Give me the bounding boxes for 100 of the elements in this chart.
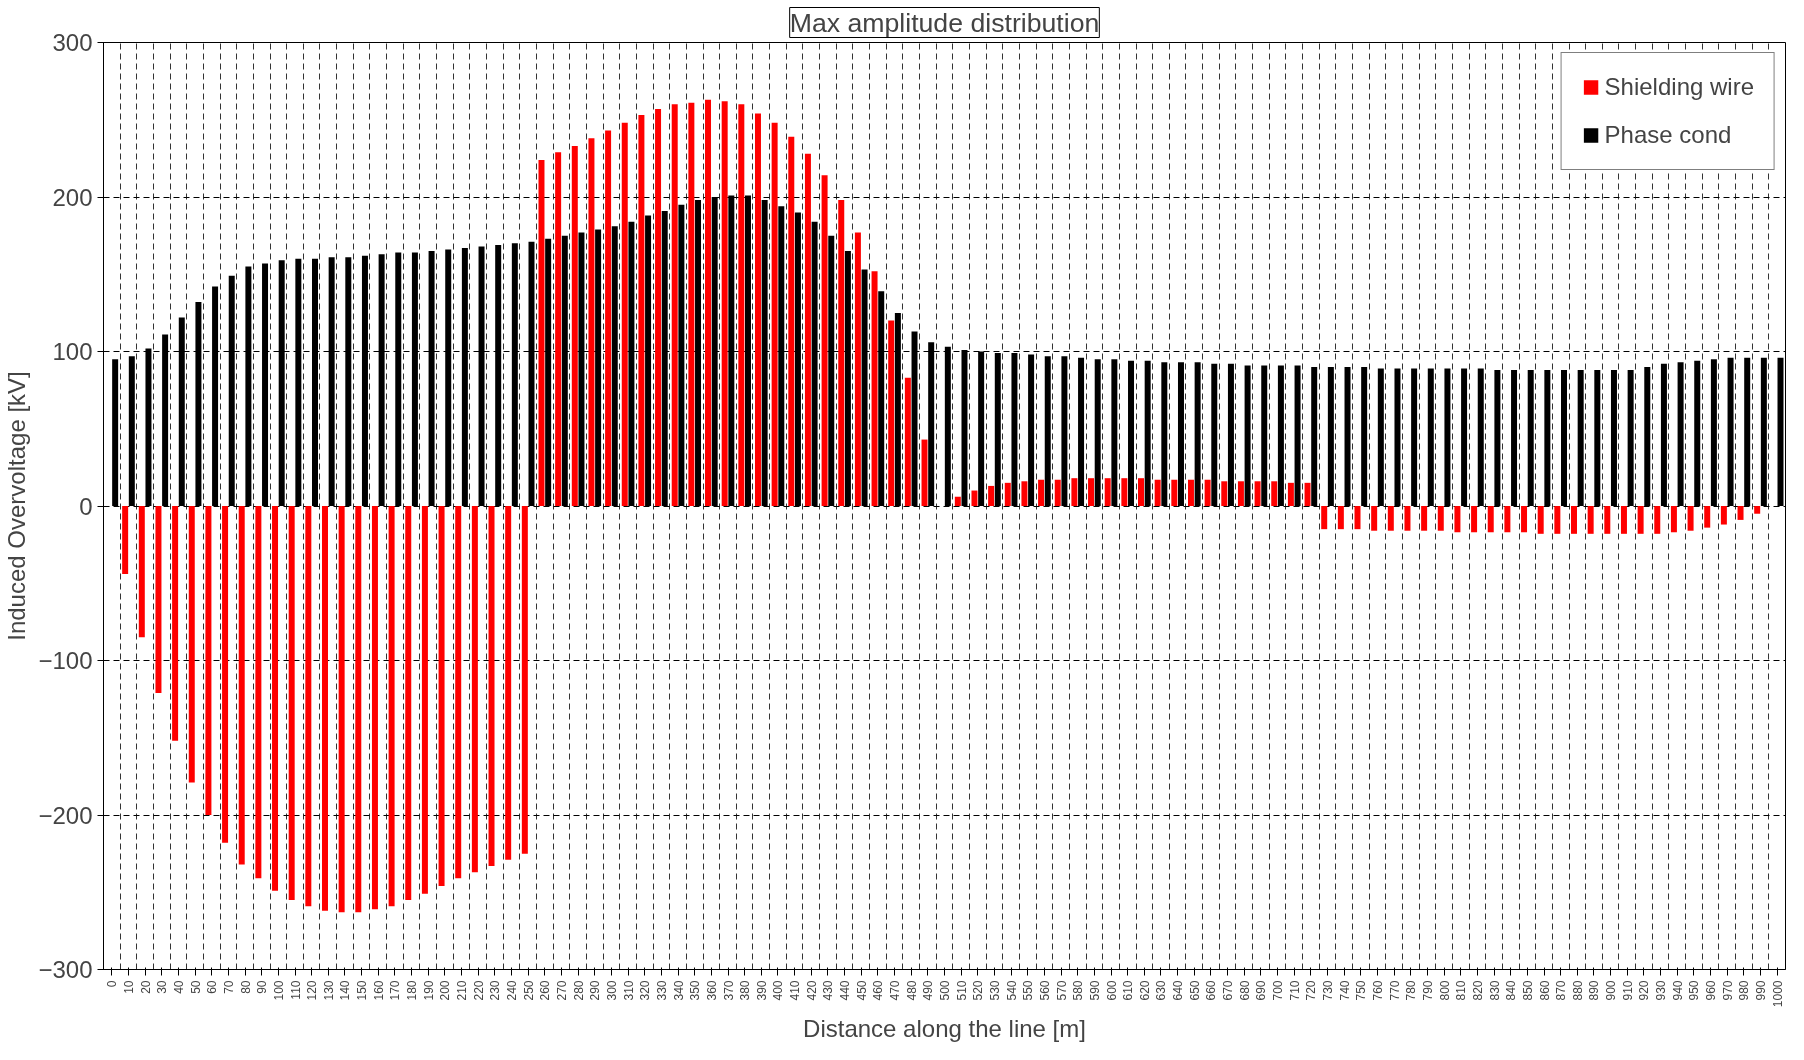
bar — [1038, 479, 1045, 506]
bar — [1021, 481, 1028, 506]
x-tick-label: 970 — [1720, 980, 1735, 1001]
x-tick-label: 90 — [255, 980, 270, 994]
bar — [911, 331, 918, 506]
x-tick-label: 610 — [1121, 980, 1136, 1001]
bar — [1737, 506, 1744, 520]
x-tick-label: 100 — [271, 980, 286, 1001]
bar — [1454, 506, 1461, 533]
bar — [1327, 366, 1334, 506]
x-tick-label: 640 — [1171, 980, 1186, 1001]
bar — [1537, 506, 1544, 534]
x-axis-title: Distance along the line [m] — [803, 1015, 1086, 1043]
x-tick-label: 440 — [838, 980, 853, 1001]
bar — [395, 252, 402, 506]
bar — [1604, 506, 1611, 534]
bar — [295, 258, 302, 506]
x-tick-label: 920 — [1637, 980, 1652, 1001]
x-tick-label: 720 — [1304, 980, 1319, 1001]
bar — [1594, 370, 1601, 506]
bar — [1577, 370, 1584, 506]
bar — [505, 506, 512, 860]
x-tick-label: 130 — [321, 980, 336, 1001]
bar — [1121, 478, 1128, 506]
bar — [1177, 362, 1184, 506]
bar — [255, 506, 262, 879]
bar — [1427, 368, 1434, 506]
bar — [588, 138, 595, 506]
bar — [1204, 479, 1211, 506]
bar — [378, 254, 385, 506]
bar — [894, 312, 901, 506]
x-tick-label: 250 — [521, 980, 536, 1001]
x-tick-label: 390 — [754, 980, 769, 1001]
x-tick-label: 660 — [1204, 980, 1219, 1001]
x-tick-label: 790 — [1420, 980, 1435, 1001]
bar — [1587, 506, 1594, 534]
bar — [545, 238, 552, 506]
bar — [1004, 482, 1011, 506]
bar — [1144, 360, 1151, 506]
bar — [1704, 506, 1711, 528]
x-tick-label: 290 — [588, 980, 603, 1001]
x-tick-label: 370 — [721, 980, 736, 1001]
bar — [272, 506, 279, 891]
bar — [928, 342, 935, 506]
bar — [1421, 506, 1428, 531]
bar — [145, 348, 152, 506]
bar — [1154, 479, 1161, 506]
bar — [978, 351, 985, 506]
bar — [278, 260, 285, 506]
x-tick-label: 330 — [654, 980, 669, 1001]
x-tick-label: 490 — [921, 980, 936, 1001]
x-tick-label: 30 — [155, 980, 170, 994]
x-tick-label: 650 — [1187, 980, 1202, 1001]
x-tick-label: 700 — [1271, 980, 1286, 1001]
x-tick-label: 40 — [171, 980, 186, 994]
legend-label: Phase cond — [1604, 121, 1732, 149]
bar — [1677, 362, 1684, 506]
x-tick-label: 600 — [1104, 980, 1119, 1001]
bar — [355, 506, 362, 913]
bar — [228, 275, 235, 506]
x-tick-label: 840 — [1504, 980, 1519, 1001]
x-tick-label: 890 — [1587, 980, 1602, 1001]
x-tick-label: 340 — [671, 980, 686, 1001]
x-tick-label: 360 — [704, 980, 719, 1001]
bar — [904, 377, 911, 506]
bar — [345, 257, 352, 506]
x-tick-label: 730 — [1321, 980, 1336, 1001]
bar — [811, 221, 818, 506]
bar — [921, 439, 928, 506]
bar — [1321, 506, 1328, 530]
bar — [721, 101, 728, 506]
bar — [528, 241, 535, 506]
bar — [1644, 366, 1651, 506]
bar — [844, 251, 851, 506]
bar — [1128, 360, 1135, 506]
bar — [1610, 370, 1617, 506]
y-tick-label: −200 — [38, 801, 93, 829]
bar — [1754, 506, 1761, 514]
bar — [1111, 359, 1118, 506]
bar — [245, 266, 252, 506]
bar — [994, 353, 1001, 506]
bar — [655, 108, 662, 506]
bar — [1544, 370, 1551, 506]
bar — [488, 506, 495, 866]
x-tick-label: 540 — [1004, 980, 1019, 1001]
bar — [1404, 506, 1411, 531]
bar — [1527, 370, 1534, 506]
x-tick-label: 570 — [1054, 980, 1069, 1001]
bar — [1437, 506, 1444, 531]
bar — [195, 302, 202, 506]
x-tick-label: 980 — [1737, 980, 1752, 1001]
x-tick-label: 230 — [488, 980, 503, 1001]
x-tick-label: 180 — [405, 980, 420, 1001]
bar — [461, 247, 468, 506]
bar — [971, 490, 978, 506]
x-tick-label: 930 — [1654, 980, 1669, 1001]
x-tick-label: 770 — [1387, 980, 1402, 1001]
bar — [961, 349, 968, 506]
x-tick-label: 820 — [1470, 980, 1485, 1001]
bar — [1061, 356, 1068, 506]
